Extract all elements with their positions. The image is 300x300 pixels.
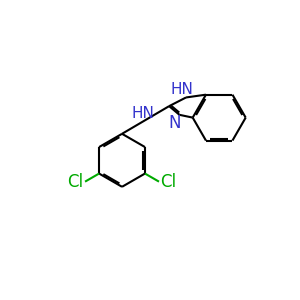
Text: Cl: Cl <box>68 173 84 191</box>
Text: N: N <box>168 114 180 132</box>
Text: HN: HN <box>131 106 154 121</box>
Text: HN: HN <box>170 82 193 97</box>
Text: Cl: Cl <box>160 173 176 191</box>
